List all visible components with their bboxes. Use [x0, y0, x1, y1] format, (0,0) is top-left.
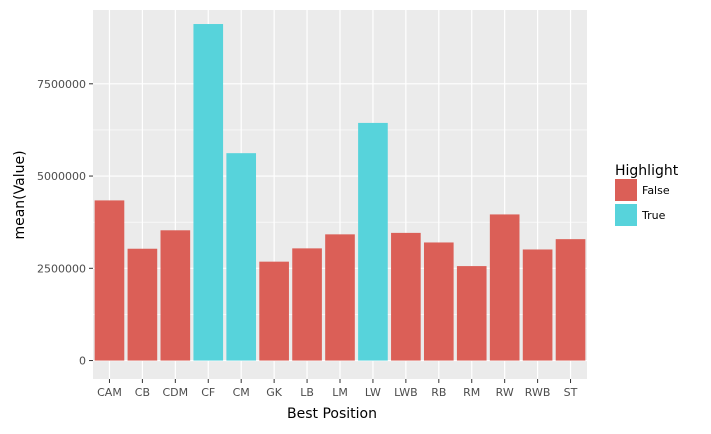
bar-cf	[193, 24, 224, 361]
x-axis-label: Best Position	[287, 406, 377, 422]
bar-cb	[127, 248, 158, 361]
x-tick-label: ST	[564, 386, 578, 399]
y-axis-ticks: 0 2500000 5000000 7500000	[37, 78, 93, 368]
bar-cdm	[160, 230, 191, 361]
x-tick-label: RWB	[525, 386, 551, 399]
bar-gk	[259, 261, 289, 361]
x-tick-label: CDM	[163, 386, 189, 399]
y-tick-label: 0	[79, 355, 86, 368]
x-tick-label: GK	[266, 386, 283, 399]
bar-lm	[325, 234, 355, 361]
legend-title: Highlight	[615, 163, 679, 179]
legend-label-false: False	[642, 184, 670, 197]
y-tick-label: 5000000	[37, 170, 86, 183]
legend-key-true	[615, 204, 637, 226]
y-axis-label: mean(Value)	[12, 150, 28, 239]
legend-key-false	[615, 179, 637, 201]
x-tick-label: RM	[463, 386, 480, 399]
bar-rm	[456, 266, 487, 361]
y-tick-label: 7500000	[37, 78, 86, 91]
bar-rwb	[522, 249, 553, 361]
bar-lb	[292, 248, 322, 361]
y-tick-label: 2500000	[37, 262, 86, 275]
x-tick-label: CF	[201, 386, 215, 399]
bar-lwb	[391, 232, 421, 361]
legend: Highlight False True	[615, 163, 679, 226]
bar-rb	[423, 242, 454, 361]
bars	[94, 24, 586, 361]
bar-lw	[358, 122, 388, 361]
bar-st	[555, 239, 586, 361]
x-tick-label: LWB	[394, 386, 418, 399]
legend-label-true: True	[641, 209, 666, 222]
x-axis-ticks: CAM CB CDM CF CM GK LB LM LW LWB RB RM RW RWB ST	[97, 379, 578, 399]
x-tick-label: LM	[332, 386, 348, 399]
x-tick-label: CB	[135, 386, 150, 399]
bar-cam	[94, 200, 125, 361]
x-tick-label: CAM	[97, 386, 122, 399]
x-tick-label: CM	[233, 386, 250, 399]
x-tick-label: LB	[300, 386, 314, 399]
bar-rw	[489, 214, 520, 361]
bar-cm	[226, 153, 257, 361]
x-tick-label: LW	[365, 386, 381, 399]
x-tick-label: RB	[431, 386, 446, 399]
x-tick-label: RW	[496, 386, 514, 399]
